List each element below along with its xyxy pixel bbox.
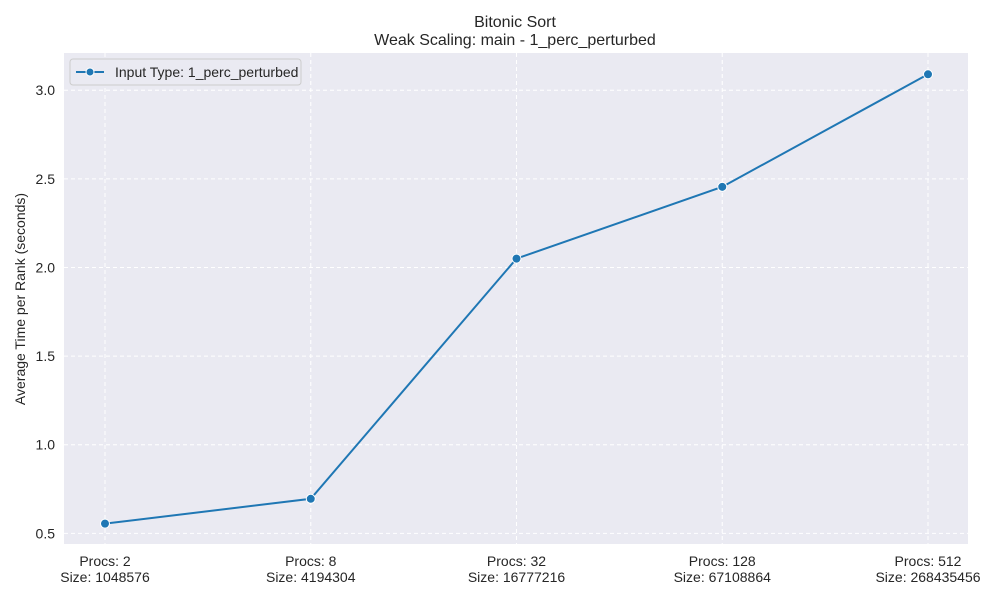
x-tick-label: Procs: 32 — [487, 553, 546, 569]
x-tick-label: Procs: 2 — [79, 553, 131, 569]
y-axis-label: Average Time per Rank (seconds) — [12, 193, 28, 405]
data-point — [305, 493, 316, 504]
x-tick-label: Size: 4194304 — [266, 569, 356, 585]
grid-lines — [64, 53, 968, 544]
x-tick-label: Procs: 128 — [689, 553, 756, 569]
x-tick-label: Size: 268435456 — [875, 569, 980, 585]
x-tick-label: Size: 67108864 — [674, 569, 772, 585]
y-tick-label: 1.5 — [36, 348, 56, 364]
x-tick-label: Size: 16777216 — [468, 569, 566, 585]
legend-label: Input Type: 1_perc_perturbed — [115, 64, 298, 80]
data-point — [100, 518, 110, 529]
data-point — [511, 253, 522, 264]
y-tick-labels: 0.5 1.0 1.5 2.0 2.5 3.0 — [36, 82, 56, 541]
legend-box — [69, 58, 302, 86]
y-tick-label: 0.5 — [36, 525, 56, 541]
chart-subtitle: Weak Scaling: main - 1_perc_perturbed — [374, 32, 656, 49]
data-point — [717, 181, 728, 192]
x-tick-label: Procs: 512 — [895, 553, 962, 569]
data-point — [923, 69, 933, 80]
legend: Input Type: 1_perc_perturbed — [69, 58, 302, 86]
y-tick-label: 2.0 — [36, 259, 56, 275]
x-tick-label: Procs: 8 — [285, 553, 337, 569]
y-tick-label: 3.0 — [36, 82, 56, 98]
series-layer — [100, 69, 933, 529]
y-tick-label: 2.5 — [36, 171, 56, 187]
y-tick-label: 1.0 — [36, 437, 56, 453]
legend-marker-swatch — [85, 67, 95, 77]
chart-title: Bitonic Sort — [474, 14, 556, 31]
x-tick-label: Size: 1048576 — [60, 569, 150, 585]
